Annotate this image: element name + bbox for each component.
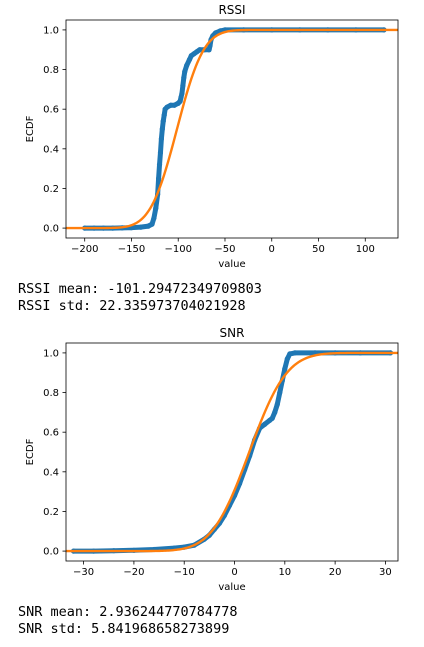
x-axis-label: value: [218, 582, 245, 593]
empirical-series: [82, 27, 386, 230]
empirical-point: [272, 410, 277, 415]
empirical-series: [71, 350, 393, 553]
x-tick-label: 100: [356, 244, 375, 255]
empirical-point: [149, 222, 154, 227]
empirical-point: [159, 136, 164, 141]
snr-mean-text: SNR mean: 2.936244770784778: [18, 604, 237, 621]
x-tick-label: −100: [164, 244, 191, 255]
y-tick-label: 1.0: [43, 348, 59, 359]
x-tick-label: 50: [312, 244, 325, 255]
plot-area: [66, 350, 398, 553]
x-tick-label: 0: [231, 567, 237, 578]
normal-fit-line: [66, 30, 398, 228]
y-tick-label: 0.2: [43, 507, 59, 518]
plot-area: [66, 27, 398, 230]
x-tick-label: 30: [379, 567, 392, 578]
x-tick-label: 10: [278, 567, 291, 578]
empirical-point: [156, 176, 161, 181]
empirical-point: [181, 75, 186, 80]
y-tick-label: 0.8: [43, 65, 59, 76]
x-tick-label: −30: [73, 567, 94, 578]
empirical-line: [85, 30, 384, 228]
snr-std-text: SNR std: 5.841968658273899: [18, 621, 237, 638]
empirical-point: [180, 83, 185, 88]
y-tick-label: 0.6: [43, 105, 59, 116]
y-tick-label: 0.0: [43, 224, 59, 235]
x-tick-label: −150: [118, 244, 145, 255]
rssi-std-text: RSSI std: 22.335973704021928: [18, 298, 262, 315]
empirical-line: [74, 353, 391, 551]
empirical-point: [160, 126, 165, 131]
x-axis-label: value: [218, 259, 245, 270]
y-axis-label: ECDF: [25, 438, 36, 465]
empirical-point: [158, 150, 163, 155]
y-tick-label: 0.6: [43, 428, 59, 439]
empirical-point: [287, 351, 292, 356]
empirical-point: [138, 225, 143, 230]
empirical-point: [182, 69, 187, 74]
chart-title: SNR: [220, 326, 245, 340]
rssi-mean-text: RSSI mean: -101.29472349709803: [18, 281, 262, 298]
y-tick-label: 0.4: [43, 467, 59, 478]
y-axis-label: ECDF: [25, 115, 36, 142]
x-tick-label: 0: [269, 244, 275, 255]
x-tick-label: −50: [214, 244, 235, 255]
empirical-point: [161, 118, 166, 123]
rssi-ecdf-chart: RSSI −200 −150 −100 −50 0 50 100 0.0 0.2 0.4 0.6 0.8…: [0, 0, 424, 280]
empirical-point: [282, 366, 287, 371]
empirical-point: [179, 91, 184, 96]
snr-ecdf-chart: SNR −30 −20 −10 0 10 20 30 0.0 0.2 0.4 0.6 0.8 1.0 val…: [0, 323, 424, 603]
y-tick-label: 0.2: [43, 184, 59, 195]
empirical-point: [285, 356, 290, 361]
normal-fit-line: [66, 353, 398, 551]
x-tick-label: −10: [174, 567, 195, 578]
snr-stats: SNR mean: 2.936244770784778 SNR std: 5.84…: [18, 604, 237, 638]
empirical-point: [270, 416, 275, 421]
empirical-point: [151, 216, 156, 221]
empirical-point: [153, 206, 158, 211]
empirical-point: [184, 63, 189, 68]
plot-frame: [66, 343, 398, 561]
x-tick-label: 20: [329, 567, 342, 578]
y-tick-label: 0.8: [43, 388, 59, 399]
x-tick-label: −20: [123, 567, 144, 578]
rssi-stats: RSSI mean: -101.29472349709803 RSSI std: …: [18, 281, 262, 315]
chart-title: RSSI: [218, 3, 245, 17]
empirical-point: [157, 162, 162, 167]
empirical-point: [262, 422, 267, 427]
x-tick-label: −200: [71, 244, 98, 255]
y-tick-label: 0.4: [43, 144, 59, 155]
y-tick-label: 0.0: [43, 547, 59, 558]
plot-frame: [66, 20, 398, 238]
chart-svg: RSSI −200 −150 −100 −50 0 50 100 0.0 0.2 0.4 0.6 0.8…: [0, 0, 424, 280]
empirical-point: [162, 113, 167, 118]
empirical-point: [277, 390, 282, 395]
chart-svg: SNR −30 −20 −10 0 10 20 30 0.0 0.2 0.4 0.6 0.8 1.0 val…: [0, 323, 424, 603]
y-tick-label: 1.0: [43, 25, 59, 36]
empirical-point: [292, 350, 297, 355]
empirical-point: [275, 402, 280, 407]
